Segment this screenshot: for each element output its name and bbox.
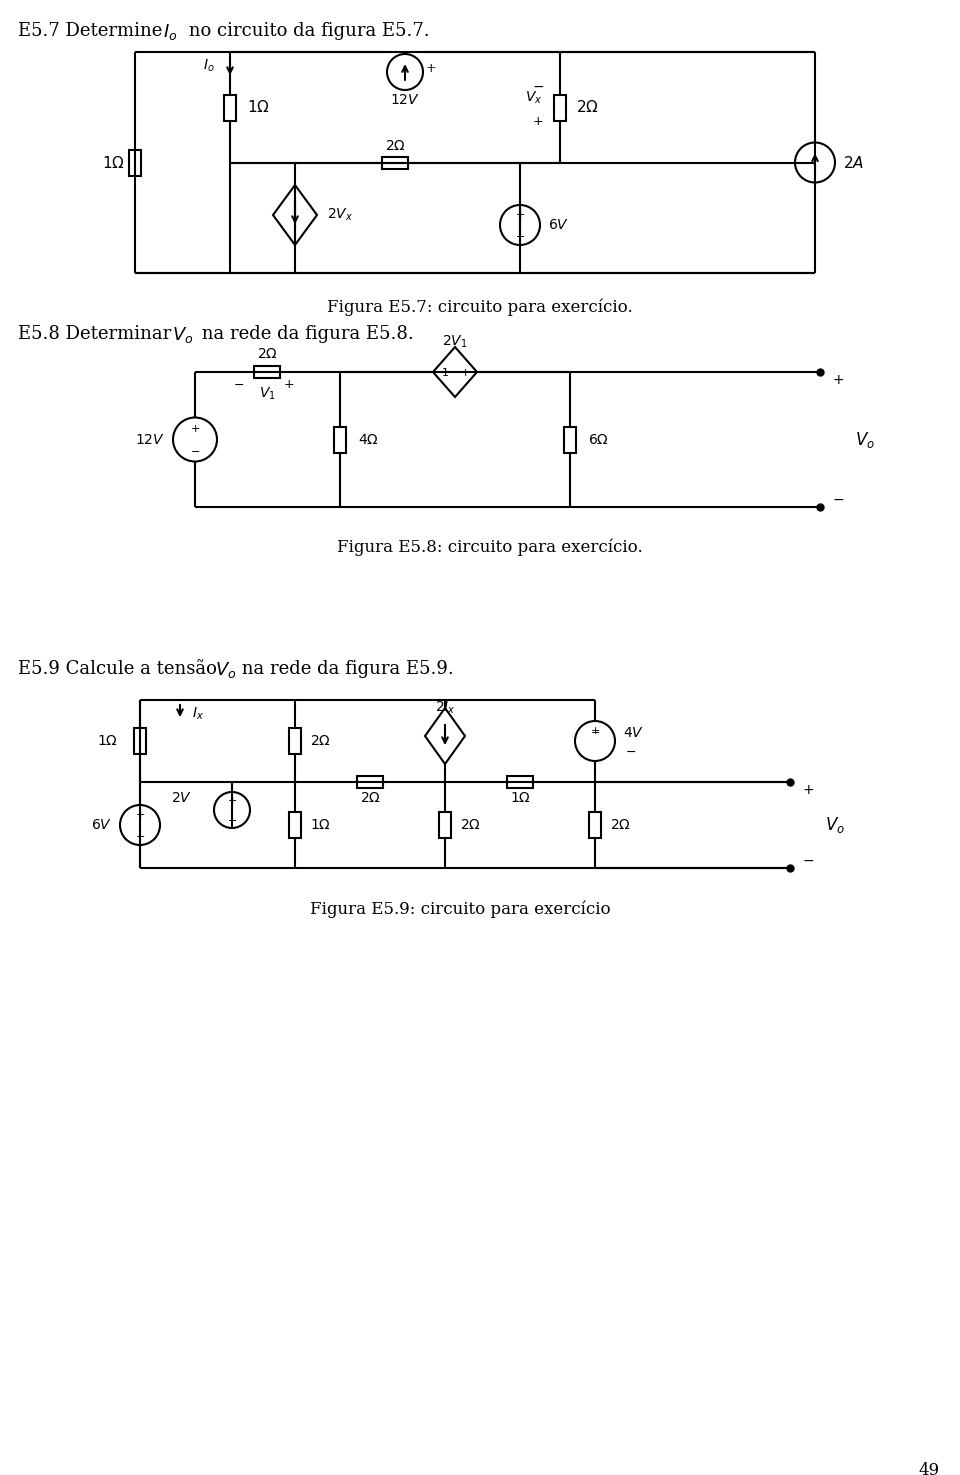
Text: $12V$: $12V$	[135, 432, 165, 447]
Text: Figura E5.7: circuito para exercício.: Figura E5.7: circuito para exercício.	[327, 298, 633, 316]
Circle shape	[214, 792, 250, 827]
Text: E5.7 Determine: E5.7 Determine	[18, 22, 168, 40]
Polygon shape	[273, 184, 317, 245]
Text: $I_x$: $I_x$	[192, 707, 204, 723]
Bar	[129, 149, 141, 176]
Text: $+$: $+$	[283, 378, 295, 391]
Text: +: +	[190, 423, 200, 434]
Bar	[289, 729, 301, 754]
Text: Figura E5.8: circuito para exercício.: Figura E5.8: circuito para exercício.	[337, 538, 643, 556]
Text: E5.8 Determinar: E5.8 Determinar	[18, 324, 177, 344]
Text: na rede da figura E5.9.: na rede da figura E5.9.	[236, 659, 454, 679]
Text: $-$: $-$	[135, 830, 145, 839]
Bar	[334, 426, 346, 453]
Text: $1\Omega$: $1\Omega$	[102, 155, 125, 171]
Text: $-$: $-$	[832, 493, 844, 506]
Text: $2V_x$: $2V_x$	[327, 207, 353, 223]
Bar	[554, 94, 566, 121]
Text: $-$: $-$	[227, 814, 237, 825]
Text: $V_o$: $V_o$	[172, 324, 194, 345]
Text: $2A$: $2A$	[843, 155, 864, 171]
Text: $6\Omega$: $6\Omega$	[588, 432, 609, 447]
Text: $2\Omega$: $2\Omega$	[460, 819, 481, 832]
Text: $4\Omega$: $4\Omega$	[358, 432, 379, 447]
Circle shape	[795, 143, 835, 183]
Bar	[254, 366, 280, 378]
Text: +: +	[228, 796, 237, 805]
Text: $-$: $-$	[233, 378, 245, 391]
Text: +: +	[135, 810, 145, 820]
Text: no circuito da figura E5.7.: no circuito da figura E5.7.	[183, 22, 430, 40]
Text: Figura E5.9: circuito para exercício: Figura E5.9: circuito para exercício	[310, 900, 611, 917]
Text: $-$: $-$	[590, 726, 600, 736]
Text: $V_1$: $V_1$	[258, 386, 276, 403]
Text: +: +	[516, 209, 525, 220]
Text: $-$: $-$	[532, 78, 544, 93]
Text: $V_o$: $V_o$	[215, 659, 236, 680]
Bar	[134, 729, 146, 754]
Text: $1\Omega$: $1\Omega$	[510, 791, 531, 805]
Text: $4V$: $4V$	[623, 726, 644, 740]
Text: $2\Omega$: $2\Omega$	[310, 735, 331, 748]
Bar	[382, 156, 408, 170]
Text: $2\Omega$: $2\Omega$	[360, 791, 380, 805]
Text: $-$: $-$	[190, 445, 200, 456]
Text: $2V_1$: $2V_1$	[443, 333, 468, 350]
Bar	[507, 776, 533, 788]
Text: $2\Omega$: $2\Omega$	[385, 139, 405, 153]
Text: $I_o$: $I_o$	[204, 58, 215, 74]
Text: $2I_x$: $2I_x$	[435, 699, 455, 717]
Text: $V_o$: $V_o$	[855, 429, 875, 450]
Text: $2\Omega$: $2\Omega$	[256, 347, 277, 361]
Text: $+$: $+$	[460, 366, 470, 378]
Text: $6V$: $6V$	[91, 819, 112, 832]
Text: $6V$: $6V$	[548, 218, 569, 232]
Polygon shape	[425, 708, 465, 764]
Text: na rede da figura E5.8.: na rede da figura E5.8.	[196, 324, 414, 344]
Text: $2V$: $2V$	[171, 791, 192, 805]
Text: $-$: $-$	[625, 745, 636, 758]
Bar	[439, 813, 451, 838]
Text: $+$: $+$	[533, 115, 543, 128]
Text: $2\Omega$: $2\Omega$	[576, 99, 599, 115]
Circle shape	[173, 417, 217, 462]
Text: $12V$: $12V$	[390, 93, 420, 108]
Text: $-$: $-$	[802, 853, 814, 867]
Circle shape	[575, 721, 615, 761]
Text: 49: 49	[919, 1462, 940, 1475]
Text: +: +	[426, 62, 437, 75]
Text: $1\Omega$: $1\Omega$	[310, 819, 331, 832]
Text: $1\Omega$: $1\Omega$	[247, 99, 270, 115]
Bar	[224, 94, 236, 121]
Polygon shape	[433, 347, 477, 397]
Text: $+$: $+$	[802, 783, 814, 796]
Circle shape	[500, 205, 540, 245]
Text: $1\Omega$: $1\Omega$	[97, 735, 118, 748]
Text: +: +	[590, 726, 600, 736]
Text: E5.9 Calcule a tensão: E5.9 Calcule a tensão	[18, 659, 223, 679]
Text: $-$: $-$	[515, 230, 525, 240]
Bar	[289, 813, 301, 838]
Text: $2\Omega$: $2\Omega$	[610, 819, 631, 832]
Bar	[357, 776, 383, 788]
Circle shape	[120, 805, 160, 845]
Text: $1$: $1$	[441, 366, 449, 378]
Circle shape	[387, 55, 423, 90]
Text: $V_x$: $V_x$	[525, 90, 542, 106]
Bar	[589, 813, 601, 838]
Text: $I_o$: $I_o$	[163, 22, 178, 41]
Text: $+$: $+$	[832, 373, 844, 386]
Bar	[564, 426, 576, 453]
Text: $V_o$: $V_o$	[825, 816, 845, 835]
